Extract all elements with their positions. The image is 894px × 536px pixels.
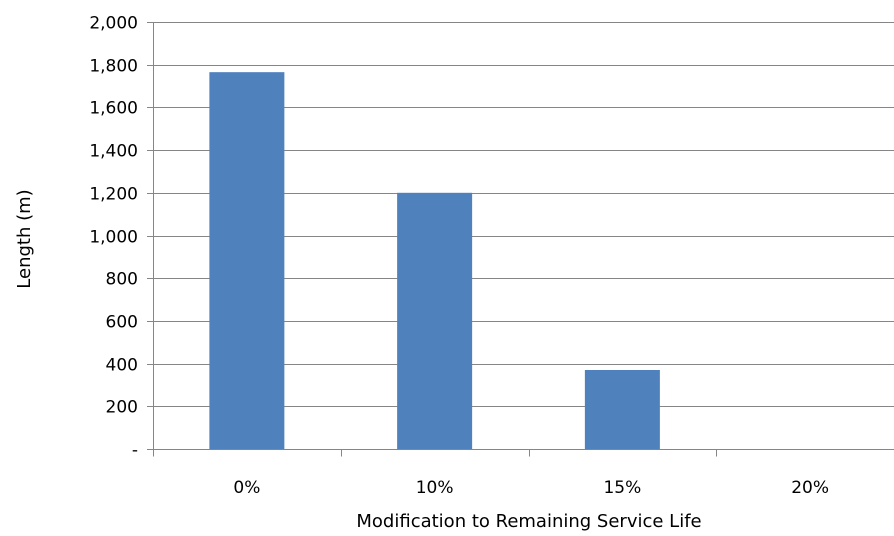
x-tick-label: 10% bbox=[416, 478, 454, 498]
bar-15pct bbox=[585, 370, 660, 449]
y-tick-label: 1,800 bbox=[89, 57, 138, 77]
y-tick-label: 800 bbox=[106, 270, 138, 290]
x-tick-label: 20% bbox=[791, 478, 829, 498]
y-tick-label: - bbox=[132, 441, 138, 461]
x-axis-title: Modification to Remaining Service Life bbox=[356, 511, 701, 532]
y-tick-label: 1,200 bbox=[89, 185, 138, 205]
y-tick-label: 400 bbox=[106, 356, 138, 376]
y-tick-labels: - 200 400 600 800 1,000 1,200 1,400 1,600 1,800 2,… bbox=[89, 14, 138, 461]
y-tick-label: 600 bbox=[106, 313, 138, 333]
y-tick-label: 1,600 bbox=[89, 99, 138, 119]
x-tick-label: 0% bbox=[233, 478, 260, 498]
y-tick-label: 2,000 bbox=[89, 14, 138, 34]
x-tick-label: 15% bbox=[603, 478, 641, 498]
y-tick-label: 1,400 bbox=[89, 142, 138, 162]
bars bbox=[209, 72, 660, 449]
y-tick-label: 1,000 bbox=[89, 228, 138, 248]
bar-0pct bbox=[209, 72, 284, 449]
y-axis-title: Length (m) bbox=[14, 189, 35, 288]
y-tick-label: 200 bbox=[106, 398, 138, 418]
bar-10pct bbox=[397, 193, 472, 449]
x-tick-labels: 0% 10% 15% 20% bbox=[233, 478, 829, 498]
